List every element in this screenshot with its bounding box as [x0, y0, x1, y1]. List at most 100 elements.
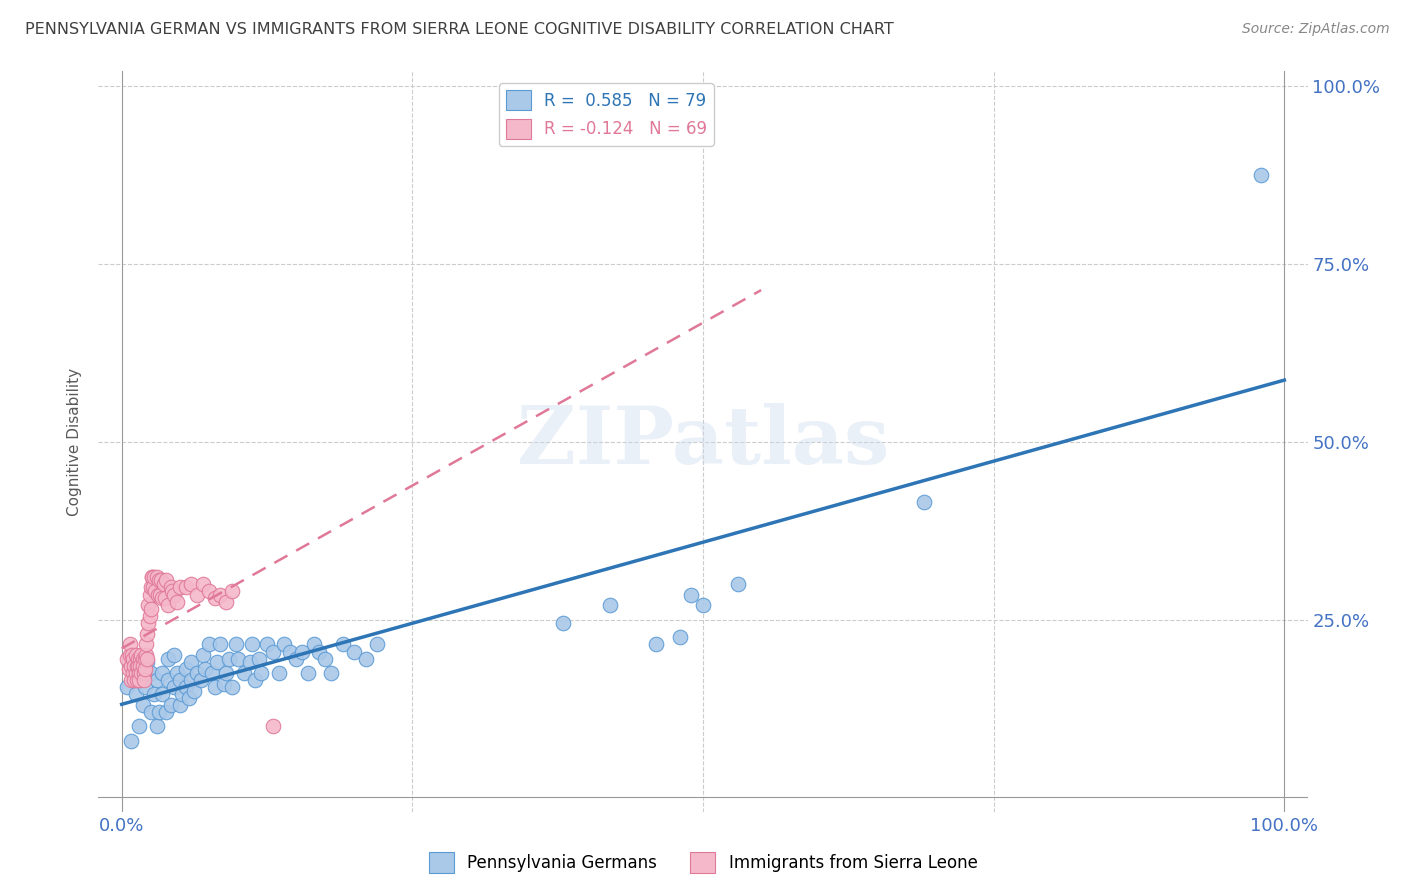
Point — [150, 665, 173, 680]
Point — [131, 651, 153, 665]
Point — [145, 584, 167, 599]
Point — [128, 673, 150, 687]
Point — [599, 599, 621, 613]
Point — [129, 658, 152, 673]
Point — [134, 662, 156, 676]
Point — [136, 626, 159, 640]
Point — [157, 599, 180, 613]
Point — [129, 651, 152, 665]
Point — [179, 690, 201, 705]
Point — [692, 599, 714, 613]
Point — [225, 637, 247, 651]
Point — [681, 588, 703, 602]
Point — [117, 651, 139, 665]
Point — [128, 719, 150, 733]
Point — [122, 665, 145, 680]
Point — [198, 637, 221, 651]
Point — [163, 680, 186, 694]
Point — [194, 662, 217, 676]
Point — [183, 683, 205, 698]
Point — [166, 595, 188, 609]
Point — [122, 662, 145, 676]
Point — [172, 687, 194, 701]
Point — [127, 658, 149, 673]
Point — [160, 584, 183, 599]
Point — [262, 644, 284, 658]
Point — [157, 651, 180, 665]
Point — [124, 658, 146, 673]
Text: Source: ZipAtlas.com: Source: ZipAtlas.com — [1241, 22, 1389, 37]
Point — [166, 665, 188, 680]
Point — [120, 733, 142, 747]
Point — [285, 651, 308, 665]
Point — [668, 630, 690, 644]
Point — [138, 616, 160, 631]
Point — [135, 648, 157, 662]
Point — [131, 658, 153, 673]
Point — [141, 570, 163, 584]
Point — [553, 616, 575, 631]
Point — [145, 673, 167, 687]
Point — [134, 651, 156, 665]
Point — [138, 599, 160, 613]
Point — [139, 665, 162, 680]
Point — [145, 570, 167, 584]
Point — [262, 719, 284, 733]
Point — [645, 637, 668, 651]
Point — [124, 673, 146, 687]
Point — [132, 673, 155, 687]
Point — [121, 648, 143, 662]
Point — [155, 705, 177, 719]
Point — [136, 651, 159, 665]
Point — [221, 680, 243, 694]
Point — [139, 602, 162, 616]
Point — [912, 495, 935, 509]
Point — [127, 651, 149, 665]
Point — [218, 651, 240, 665]
Point — [180, 577, 202, 591]
Point — [149, 588, 172, 602]
Point — [150, 591, 173, 606]
Text: ZIPatlas: ZIPatlas — [517, 402, 889, 481]
Point — [232, 665, 254, 680]
Point — [198, 584, 221, 599]
Point — [157, 673, 180, 687]
Point — [245, 673, 267, 687]
Point — [139, 581, 162, 595]
Point — [302, 637, 325, 651]
Point — [191, 648, 214, 662]
Point — [226, 651, 249, 665]
Legend: Pennsylvania Germans, Immigrants from Sierra Leone: Pennsylvania Germans, Immigrants from Si… — [422, 846, 984, 880]
Point — [186, 588, 208, 602]
Point — [291, 644, 314, 658]
Point — [221, 584, 243, 599]
Point — [163, 588, 186, 602]
Point — [209, 588, 232, 602]
Point — [131, 648, 153, 662]
Point — [201, 665, 224, 680]
Point — [343, 644, 366, 658]
Point — [148, 705, 170, 719]
Point — [143, 687, 166, 701]
Point — [141, 570, 163, 584]
Point — [146, 588, 169, 602]
Point — [120, 658, 142, 673]
Point — [332, 637, 354, 651]
Point — [169, 698, 191, 712]
Point — [354, 651, 377, 665]
Point — [136, 655, 159, 669]
Point — [308, 644, 330, 658]
Point — [204, 591, 226, 606]
Point — [148, 574, 170, 588]
Point — [169, 581, 191, 595]
Point — [138, 588, 160, 602]
Point — [125, 658, 148, 673]
Point — [174, 662, 197, 676]
Point — [135, 637, 157, 651]
Point — [143, 570, 166, 584]
Point — [142, 581, 165, 595]
Point — [256, 637, 278, 651]
Point — [155, 574, 177, 588]
Point — [120, 673, 142, 687]
Point — [163, 648, 186, 662]
